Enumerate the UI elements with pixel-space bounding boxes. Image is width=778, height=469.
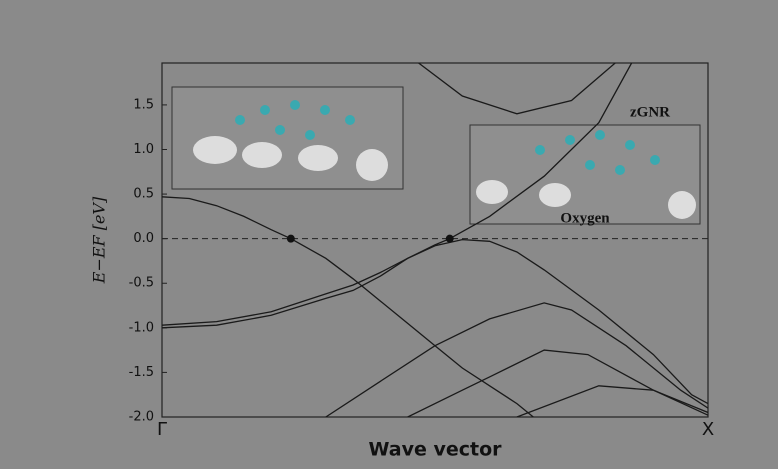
inset-left — [172, 87, 403, 189]
atom — [615, 165, 625, 175]
atom — [535, 145, 545, 155]
atom — [345, 115, 355, 125]
y-tick-label: -0.5 — [129, 276, 154, 291]
orbital — [193, 136, 237, 164]
chart: zGNR Oxygen Wave vector E−EF [eV] -2.0 -1… — [0, 0, 778, 469]
x-axis-label: Wave vector — [368, 439, 502, 461]
atom — [650, 155, 660, 165]
y-tick-label: -2.0 — [129, 410, 154, 425]
atom — [320, 105, 330, 115]
atom — [260, 105, 270, 115]
orbital — [539, 183, 571, 207]
atom — [305, 130, 315, 140]
x-tick-label: X — [702, 419, 714, 440]
annotation: zGNR — [630, 104, 670, 120]
y-tick-label: 1.0 — [133, 142, 154, 157]
y-tick-label: -1.5 — [129, 365, 154, 380]
orbital — [298, 145, 338, 171]
annotation: Oxygen — [560, 210, 610, 226]
y-tick-label: 0.0 — [133, 231, 154, 246]
atom — [565, 135, 575, 145]
fermi-point — [287, 235, 295, 243]
y-tick-label: 0.5 — [133, 187, 154, 202]
background — [0, 0, 778, 469]
orbital — [242, 142, 282, 168]
atom — [275, 125, 285, 135]
y-tick-label: 1.5 — [133, 97, 154, 112]
inset-right — [470, 125, 700, 224]
orbital — [668, 191, 696, 219]
fermi-point — [446, 235, 454, 243]
orbital — [356, 149, 388, 181]
y-tick-label: -1.0 — [129, 320, 154, 335]
atom — [290, 100, 300, 110]
atom — [595, 130, 605, 140]
atom — [625, 140, 635, 150]
y-axis-label: E−EF [eV] — [90, 196, 109, 284]
x-tick-label: Γ — [157, 419, 167, 440]
inset-frame — [470, 125, 700, 224]
orbital — [476, 180, 508, 204]
atom — [585, 160, 595, 170]
atom — [235, 115, 245, 125]
